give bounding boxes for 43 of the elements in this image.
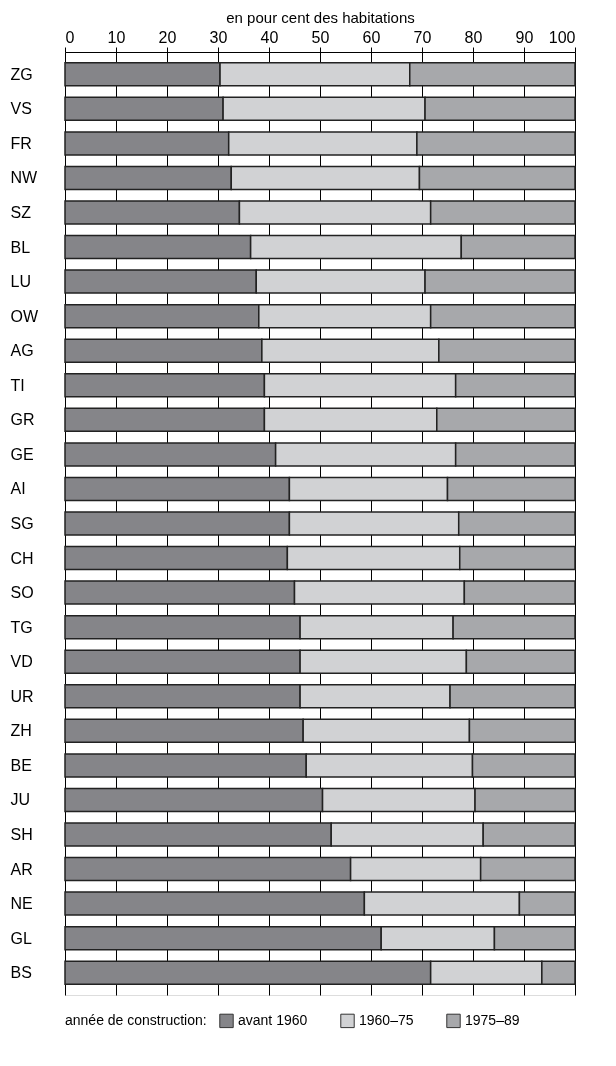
x-axis-title: en pour cent des habitations [226, 8, 415, 26]
y-tick-label: NE [10, 895, 33, 913]
y-tick-label: FR [10, 134, 32, 152]
x-tick-label: 50 [311, 28, 330, 46]
y-tick-label: GR [10, 411, 35, 429]
legend-title: année de construction: [65, 1012, 207, 1028]
x-tick-label: 0 [65, 28, 75, 46]
y-tick-label: VD [10, 653, 33, 671]
x-tick-label: 80 [464, 28, 483, 46]
legend-label: 1975–89 [465, 1011, 520, 1028]
y-tick-label: SH [10, 826, 33, 843]
x-tick-label: 60 [362, 28, 381, 46]
legend-label: avant 1960 [238, 1011, 308, 1028]
y-tick-label: NW [10, 169, 39, 187]
y-tick-label: BS [10, 964, 32, 982]
x-tick-label: 70 [413, 28, 432, 46]
x-tick-label: 90 [515, 28, 534, 46]
y-tick-label: SG [10, 515, 34, 532]
y-tick-label: CH [10, 549, 34, 567]
y-tick-label: AR [10, 860, 33, 878]
x-tick-label: 40 [260, 28, 279, 46]
y-tick-label: GE [10, 445, 34, 463]
y-tick-label: BE [10, 756, 32, 774]
y-tick-label: SO [10, 584, 34, 602]
x-tick-label: 10 [107, 28, 126, 46]
y-tick-label: GL [10, 929, 32, 947]
y-tick-label: AI [10, 480, 26, 498]
y-tick-label: SZ [10, 204, 32, 221]
y-tick-label: LU [10, 273, 31, 291]
x-tick-label: 20 [158, 28, 177, 46]
y-tick-label: ZG [10, 65, 33, 83]
y-tick-label: TG [10, 618, 33, 636]
y-tick-label: TI [10, 376, 25, 394]
y-tick-label: VS [10, 100, 32, 118]
legend-label: 1960–75 [359, 1011, 414, 1028]
y-tick-label: UR [10, 687, 34, 705]
y-tick-label: ZH [10, 722, 32, 740]
x-tick-label: 100 [548, 28, 576, 46]
x-tick-label: 30 [209, 28, 228, 46]
y-tick-label: BL [10, 238, 31, 256]
y-tick-label: JU [10, 791, 31, 809]
y-tick-label: OW [10, 307, 39, 325]
y-tick-label: AG [10, 342, 34, 360]
